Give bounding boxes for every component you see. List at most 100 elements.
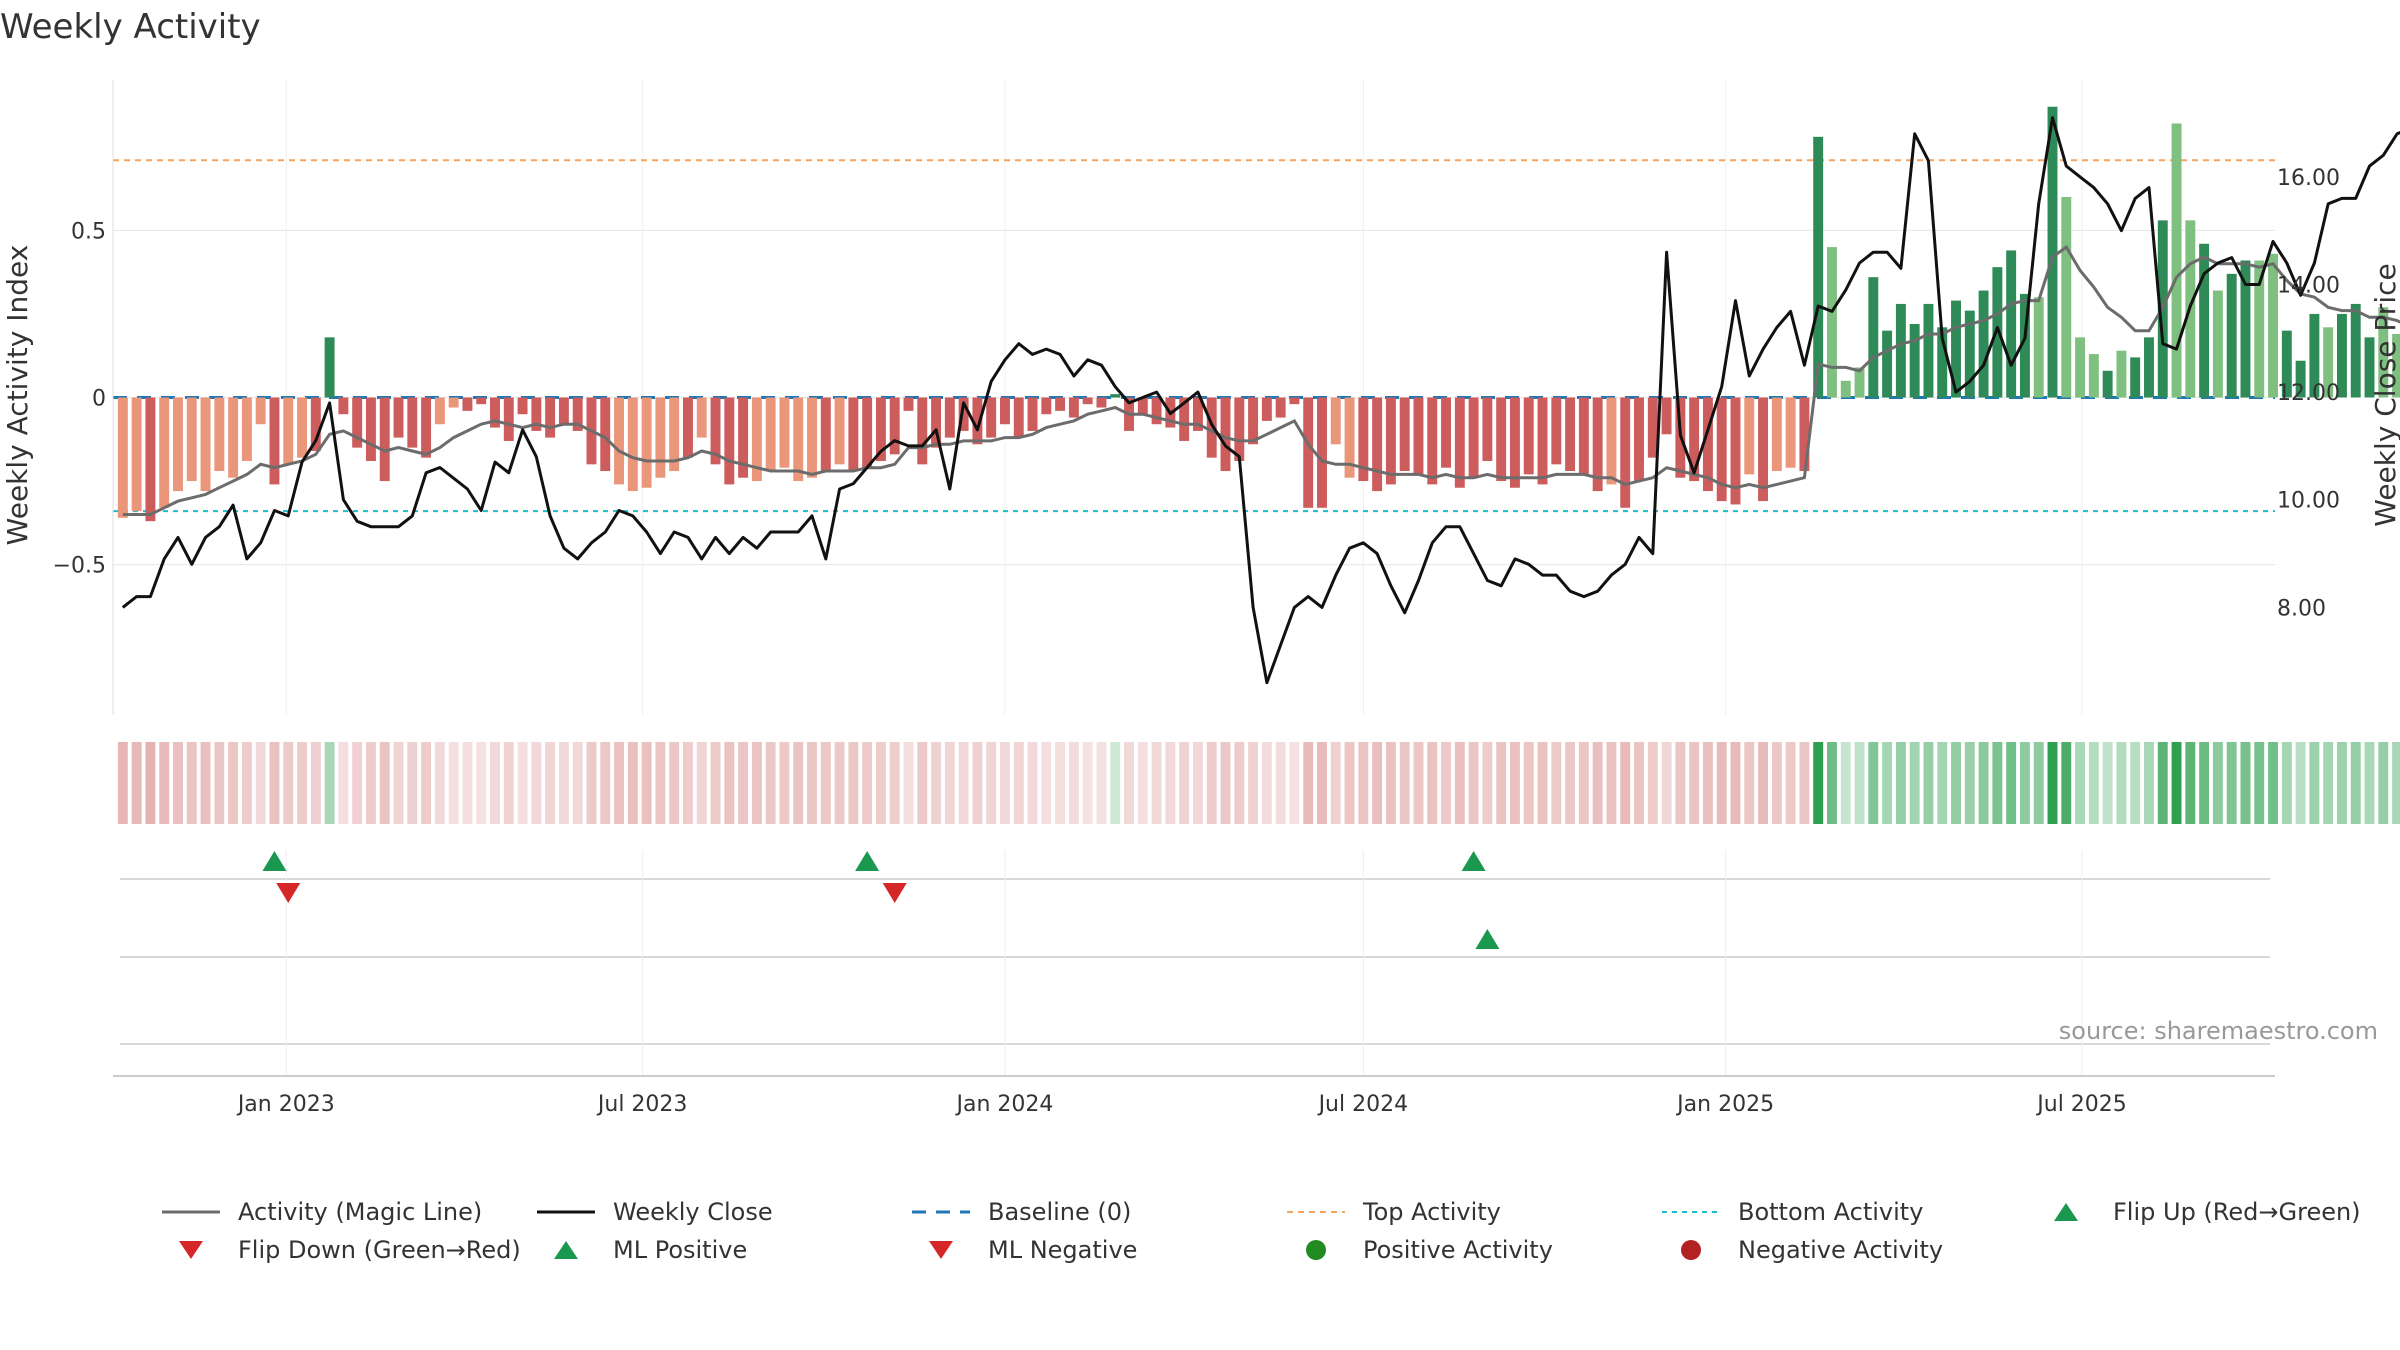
- activity-bar: [1937, 327, 1948, 398]
- heat-strip-cell: [1785, 742, 1796, 824]
- heat-strip-cell: [1261, 742, 1272, 824]
- activity-bar: [1882, 330, 1893, 398]
- heat-strip-cell: [1413, 742, 1424, 824]
- activity-bar: [159, 397, 170, 508]
- heat-strip-cell: [1868, 742, 1879, 824]
- chart-legend: Activity (Magic Line) Weekly Close Baselin…: [160, 1195, 2400, 1285]
- activity-bar: [365, 397, 376, 461]
- activity-bar: [600, 397, 611, 472]
- activity-bar: [627, 397, 638, 492]
- heat-strip-cell: [1124, 742, 1134, 824]
- activity-bar: [1441, 397, 1451, 468]
- magic-line: [122, 244, 2400, 516]
- heat-strip-cell: [2102, 742, 2113, 824]
- activity-bar: [517, 397, 528, 415]
- y2-tick-label: 14.00: [2277, 273, 2340, 298]
- heat-strip-cell: [131, 742, 142, 824]
- heat-strip-cell: [1771, 742, 1782, 824]
- legend-swatch-mlpos: [554, 1241, 578, 1259]
- activity-bar: [1482, 397, 1493, 461]
- activity-bar: [1620, 397, 1631, 508]
- y2-axis-label: Weekly Close Price: [2369, 263, 2400, 526]
- activity-bar: [1372, 397, 1383, 492]
- activity-bar: [2378, 307, 2389, 398]
- y-tick-label: 0.5: [71, 219, 106, 244]
- activity-bar: [421, 397, 432, 458]
- heat-strip-cell: [2019, 742, 2030, 824]
- activity-bar: [2281, 330, 2292, 398]
- activity-bar: [283, 397, 294, 465]
- heat-strip-cell: [600, 742, 611, 824]
- heat-strip-cell: [1509, 742, 1520, 824]
- activity-bar: [1248, 397, 1259, 445]
- heat-strip-cell: [1110, 742, 1121, 824]
- heat-strip-cell: [2199, 742, 2210, 824]
- legend-item-mlpos: ML Positive: [535, 1233, 747, 1267]
- activity-bar: [2336, 313, 2347, 398]
- activity-bar: [1537, 397, 1548, 485]
- heat-strip-cell: [1220, 742, 1231, 824]
- heat-strip-cell: [2281, 742, 2292, 824]
- heat-strip-cell: [434, 742, 445, 824]
- activity-bar: [696, 397, 707, 438]
- heat-strip-cell: [1840, 742, 1851, 824]
- activity-bar: [1068, 397, 1079, 418]
- heat-strip-cell: [944, 742, 955, 824]
- heat-strip-cell: [310, 742, 321, 824]
- activity-bar: [958, 397, 969, 431]
- heat-strip-cell: [2268, 742, 2278, 824]
- activity-bar: [1565, 397, 1576, 472]
- activity-bar: [1895, 303, 1906, 398]
- heat-strip-cell: [2378, 742, 2389, 824]
- heat-strip-cell: [614, 742, 625, 824]
- activity-bar: [1206, 397, 1217, 458]
- activity-bar: [972, 397, 983, 445]
- legend-item-negact: Negative Activity: [1660, 1233, 1943, 1267]
- heat-strip-cell: [986, 742, 997, 824]
- legend-label: Activity (Magic Line): [238, 1198, 483, 1226]
- activity-bar: [2199, 243, 2210, 398]
- heat-strip-cell: [627, 742, 638, 824]
- legend-label: Baseline (0): [988, 1198, 1132, 1226]
- heat-strip-cell: [669, 742, 680, 824]
- activity-bar: [1523, 397, 1534, 475]
- heat-strip-cell: [2088, 742, 2099, 824]
- heat-strip-cell: [1372, 742, 1383, 824]
- activity-bar: [1000, 397, 1010, 425]
- heat-strip-cell: [1702, 742, 1713, 824]
- heat-strip-cell: [503, 742, 514, 824]
- heat-strip-cell: [297, 742, 307, 824]
- activity-bar: [2075, 337, 2086, 398]
- activity-bar: [503, 397, 514, 441]
- heat-strip-cell: [1055, 742, 1066, 824]
- legend-label: Top Activity: [1363, 1198, 1501, 1226]
- activity-bar: [186, 397, 197, 482]
- x-tick-label: Jul 2025: [2035, 1092, 2127, 1117]
- heat-strip-cell: [2075, 742, 2086, 824]
- activity-bar: [1716, 397, 1727, 502]
- activity-bar: [1854, 367, 1865, 398]
- x-tick-label: Jul 2023: [596, 1092, 688, 1117]
- activity-bar: [1413, 397, 1424, 475]
- heat-strip-cell: [1165, 742, 1176, 824]
- activity-bar: [2364, 337, 2375, 398]
- heat-strip-cell: [1275, 742, 1286, 824]
- activity-bar: [1261, 397, 1272, 421]
- activity-bar: [1454, 397, 1465, 488]
- heat-strip-cell: [820, 742, 831, 824]
- heat-strip-cell: [255, 742, 266, 824]
- heat-strip-cell: [1964, 742, 1975, 824]
- heat-strip-cell: [1234, 742, 1245, 824]
- activity-bar: [1951, 300, 1961, 398]
- activity-bar: [1027, 397, 1038, 431]
- activity-bar: [1634, 397, 1644, 482]
- heat-strip-cell: [1468, 742, 1479, 824]
- activity-bar: [1689, 397, 1700, 482]
- activity-bar: [1151, 397, 1162, 425]
- activity-bar: [2392, 334, 2400, 398]
- flip-down-marker: [276, 883, 301, 903]
- legend-label: ML Positive: [613, 1236, 748, 1264]
- activity-bar: [1799, 397, 1810, 472]
- activity-bar: [2295, 360, 2306, 398]
- activity-bar: [338, 397, 349, 415]
